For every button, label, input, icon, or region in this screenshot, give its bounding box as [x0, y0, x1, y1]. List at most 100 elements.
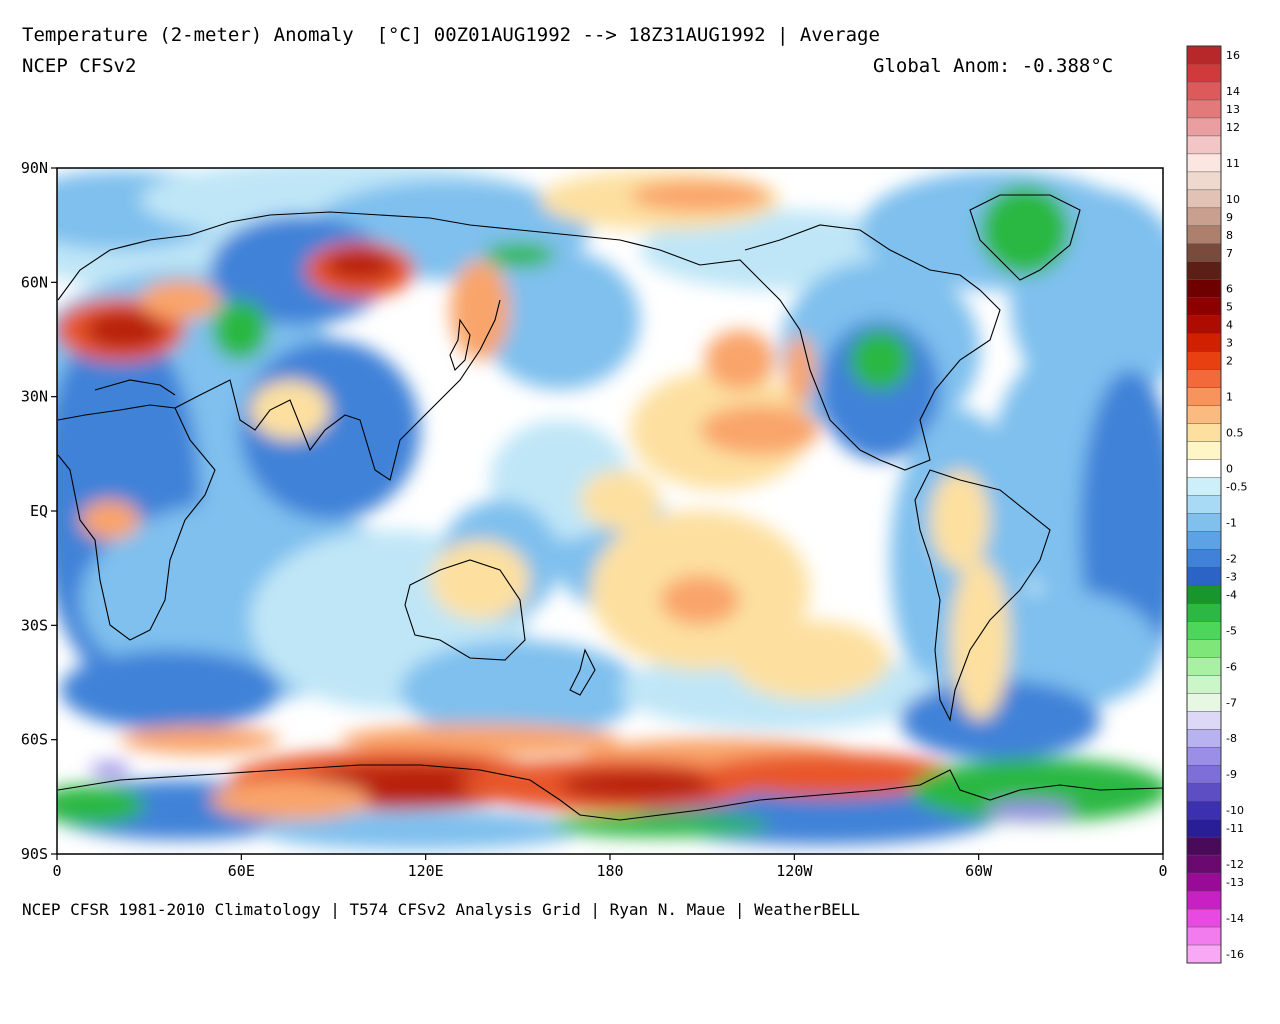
colorbar-bin	[1187, 81, 1221, 101]
lat-tick-label: 60S	[21, 731, 48, 749]
colorbar-bin	[1187, 657, 1221, 676]
colorbar-bin	[1187, 765, 1221, 784]
colorbar-bin	[1187, 747, 1221, 766]
colorbar-label: -6	[1226, 660, 1237, 673]
colorbar-bin	[1187, 117, 1221, 137]
colorbar-bin	[1187, 855, 1221, 874]
lon-tick-label: 60W	[965, 862, 993, 880]
global-anomaly-readout: Global Anom: -0.388°C	[873, 55, 1114, 77]
colorbar-label: -2	[1226, 552, 1237, 565]
colorbar-label: -7	[1226, 696, 1237, 709]
colorbar-label: 7	[1226, 247, 1233, 260]
colorbar-bin	[1187, 351, 1221, 371]
colorbar-bin	[1187, 369, 1221, 389]
colorbar-bin	[1187, 333, 1221, 353]
colorbar-label: -4	[1226, 588, 1237, 601]
colorbar-bin	[1187, 837, 1221, 856]
colorbar-bin	[1187, 405, 1221, 425]
colorbar-bin	[1187, 297, 1221, 317]
colorbar-bin	[1187, 603, 1221, 622]
colorbar-label: -8	[1226, 732, 1237, 745]
colorbar-bin	[1187, 945, 1221, 964]
lon-tick-label: 180	[596, 862, 623, 880]
colorbar-bin	[1187, 549, 1221, 568]
colorbar-bin	[1187, 279, 1221, 299]
colorbar-label: 11	[1226, 157, 1240, 170]
lat-tick-label: 60N	[21, 273, 48, 291]
colorbar-label: -13	[1226, 876, 1244, 889]
colorbar-bin	[1187, 315, 1221, 335]
lon-tick-label: 120W	[776, 862, 813, 880]
model-name: NCEP CFSv2	[22, 55, 137, 77]
colorbar-label: -12	[1226, 858, 1244, 871]
colorbar-bin	[1187, 99, 1221, 119]
colorbar-bin	[1187, 423, 1221, 443]
colorbar-legend: 16 14 13 12 11 10 9 8 7 6 5 4 3 2 1 0.5 0 -0.5 -1 -2 -3 -4 -5 -…	[1186, 45, 1247, 964]
colorbar-label: 6	[1226, 283, 1233, 296]
colorbar-bin	[1187, 531, 1221, 550]
colorbar-bin	[1187, 567, 1221, 586]
colorbar-bin	[1187, 387, 1221, 407]
colorbar-bin	[1187, 243, 1221, 263]
footer-credits: NCEP CFSR 1981-2010 Climatology | T574 C…	[22, 900, 861, 919]
colorbar-label: -16	[1226, 948, 1244, 961]
colorbar-label: 0	[1226, 463, 1233, 476]
lat-tick-label: 90S	[21, 845, 48, 863]
colorbar-label: 5	[1226, 301, 1233, 314]
colorbar-label: 8	[1226, 229, 1233, 242]
colorbar-bin	[1187, 711, 1221, 730]
colorbar-bin	[1187, 459, 1221, 479]
colorbar-label: 9	[1226, 211, 1233, 224]
colorbar-label: 2	[1226, 355, 1233, 368]
colorbar-bin	[1187, 513, 1221, 532]
colorbar-bin	[1187, 585, 1221, 604]
colorbar-bin	[1187, 261, 1221, 281]
colorbar-label: -3	[1226, 570, 1237, 583]
colorbar-bin	[1187, 207, 1221, 227]
lon-tick-label: 0	[1158, 862, 1167, 880]
colorbar-bin	[1187, 693, 1221, 712]
colorbar-label: 1	[1226, 391, 1233, 404]
colorbar-label: 4	[1226, 319, 1233, 332]
colorbar-bin	[1187, 909, 1221, 928]
lat-tick-label: 30N	[21, 388, 48, 406]
lat-tick-label: EQ	[30, 502, 48, 520]
colorbar-label: 16	[1226, 49, 1240, 62]
colorbar-bin	[1187, 891, 1221, 910]
colorbar-label: 0.5	[1226, 427, 1244, 440]
colorbar-label: 14	[1226, 85, 1240, 98]
lon-tick-label: 120E	[408, 862, 444, 880]
colorbar-bin	[1187, 783, 1221, 802]
colorbar-bin	[1187, 621, 1221, 640]
colorbar-label: -14	[1226, 912, 1244, 925]
colorbar-bin	[1187, 171, 1221, 191]
colorbar-bin	[1187, 46, 1221, 65]
coastlines	[57, 194, 1163, 821]
colorbar-bin	[1187, 801, 1221, 820]
colorbar-bin	[1187, 675, 1221, 694]
colorbar-bin	[1187, 189, 1221, 209]
colorbar-label: -11	[1226, 822, 1244, 835]
colorbar-label: -0.5	[1226, 481, 1247, 494]
colorbar-bin	[1187, 729, 1221, 748]
colorbar-bin	[1187, 495, 1221, 514]
colorbar-bin	[1187, 225, 1221, 245]
colorbar-label: -10	[1226, 804, 1244, 817]
colorbar-bin	[1187, 135, 1221, 155]
colorbar-bin	[1187, 639, 1221, 658]
colorbar-bin	[1187, 153, 1221, 173]
colorbar-label: 13	[1226, 103, 1240, 116]
colorbar-bin	[1187, 927, 1221, 946]
colorbar-label: -1	[1226, 516, 1237, 529]
colorbar-bin	[1187, 63, 1221, 83]
colorbar-bin	[1187, 441, 1221, 461]
anomaly-field	[57, 168, 1163, 854]
colorbar-label: -9	[1226, 768, 1237, 781]
lat-tick-label: 90N	[21, 159, 48, 177]
colorbar-bin	[1187, 819, 1221, 838]
colorbar-label: -5	[1226, 624, 1237, 637]
lon-tick-label: 0	[52, 862, 61, 880]
lon-tick-label: 60E	[228, 862, 255, 880]
